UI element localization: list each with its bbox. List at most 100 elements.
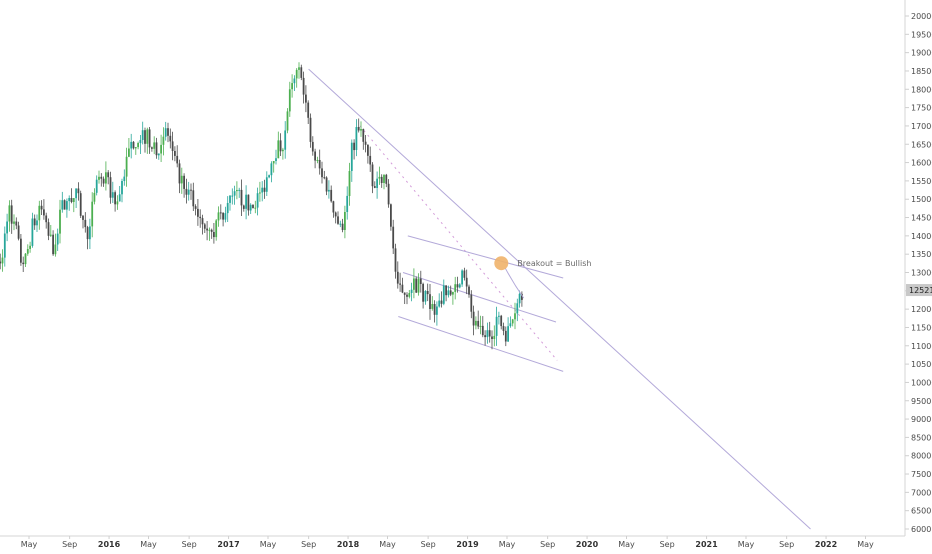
candle-body [245, 194, 247, 209]
candle-body [472, 311, 475, 326]
candle-body [298, 67, 300, 70]
candle-body [415, 278, 418, 293]
time-tick-label: May [379, 540, 396, 549]
candle-body [26, 249, 29, 254]
candle-body [61, 200, 64, 210]
candle-body [309, 117, 312, 142]
price-tick-label: 8000 [911, 452, 931, 461]
price-tick-label: 10500 [911, 360, 932, 369]
candle-body [98, 176, 100, 180]
candle-body [130, 141, 133, 149]
candle-body [229, 195, 231, 203]
trendline-channel-lower [398, 316, 564, 372]
candle-body [0, 261, 2, 264]
annotation-layer: Breakout = Bullish [494, 256, 591, 299]
price-tick-label: 20000 [911, 12, 932, 21]
candle-body [419, 278, 422, 284]
candle-body [385, 174, 388, 184]
candle-body [107, 172, 110, 178]
candle-body [500, 315, 503, 327]
candle-body [362, 129, 365, 142]
candle-body [353, 142, 355, 151]
candle-body [45, 215, 48, 223]
candle-body [63, 200, 66, 210]
candle-body [279, 140, 282, 152]
price-tick-label: 15000 [911, 195, 932, 204]
time-axis[interactable]: May Sep 2016 May Sep 2017 May Sep 2018 May Sep 2019… [21, 536, 874, 549]
price-tag-box [906, 284, 932, 297]
candle-body [111, 192, 114, 198]
candle-body [10, 205, 13, 224]
time-tick-label: 2021 [695, 540, 718, 549]
candle-body [436, 306, 438, 315]
candle-body [249, 204, 252, 211]
candle-body [102, 178, 105, 184]
candle-body [330, 189, 333, 202]
price-tick-label: 7500 [911, 470, 931, 479]
candle-body [465, 277, 468, 287]
candle-body [495, 316, 498, 336]
candle-body [40, 205, 43, 210]
candle-body [146, 129, 149, 144]
candle-body [72, 198, 75, 202]
candle-body [357, 127, 360, 131]
breakout-marker [494, 256, 509, 271]
candle-body [403, 292, 406, 295]
candle-body [86, 227, 89, 240]
time-tick-label: May [618, 540, 635, 549]
candle-body [219, 212, 222, 214]
candle-body [323, 177, 326, 179]
candle-body [346, 195, 349, 212]
candle-body [215, 220, 218, 238]
price-tick-label: 9500 [911, 397, 931, 406]
price-tick-label: 11000 [911, 342, 932, 351]
time-tick-label: Sep [62, 540, 77, 549]
candle-body [461, 270, 463, 285]
candle-body [458, 284, 461, 288]
candle-body [199, 216, 202, 219]
candle-body [210, 229, 213, 232]
price-tick-label: 13500 [911, 250, 932, 259]
candle-body [263, 187, 266, 192]
candle-body [438, 300, 441, 307]
candle-body [337, 216, 339, 224]
candle-body [268, 175, 270, 178]
candle-body [213, 232, 215, 238]
candle-body [242, 205, 245, 209]
candle-body [33, 218, 36, 226]
candle-body [15, 221, 18, 226]
candle-body [422, 283, 424, 302]
candle-body [300, 67, 303, 78]
candle-body [286, 111, 289, 131]
candle-body [392, 226, 395, 249]
candle-body [224, 213, 227, 220]
candle-body [162, 136, 165, 145]
candle-body [463, 270, 466, 278]
candle-body [291, 83, 293, 90]
candle-body [233, 191, 236, 196]
candle-body [54, 244, 57, 255]
price-tick-label: 14500 [911, 214, 932, 223]
price-axis[interactable]: 6000 6500 7000 7500 8000 8500 9000 9500 10000 105… [905, 12, 932, 534]
candle-body [275, 158, 277, 161]
candle-body [70, 198, 73, 202]
candle-body [82, 215, 84, 220]
candle-body [137, 143, 139, 148]
candle-body [121, 181, 123, 195]
candle-body [284, 130, 287, 150]
candle-body [180, 175, 183, 184]
candle-body [484, 335, 486, 338]
candle-body [486, 330, 489, 338]
candle-body [185, 188, 188, 195]
candle-body [293, 78, 296, 84]
candle-body [433, 304, 436, 315]
candle-body [49, 234, 52, 236]
annotation-text: Breakout = Bullish [517, 259, 591, 268]
candle-body [488, 330, 491, 337]
time-tick-label: Sep [421, 540, 436, 549]
candle-body [153, 142, 156, 149]
candle-body [201, 218, 204, 225]
candle-body [100, 176, 103, 179]
